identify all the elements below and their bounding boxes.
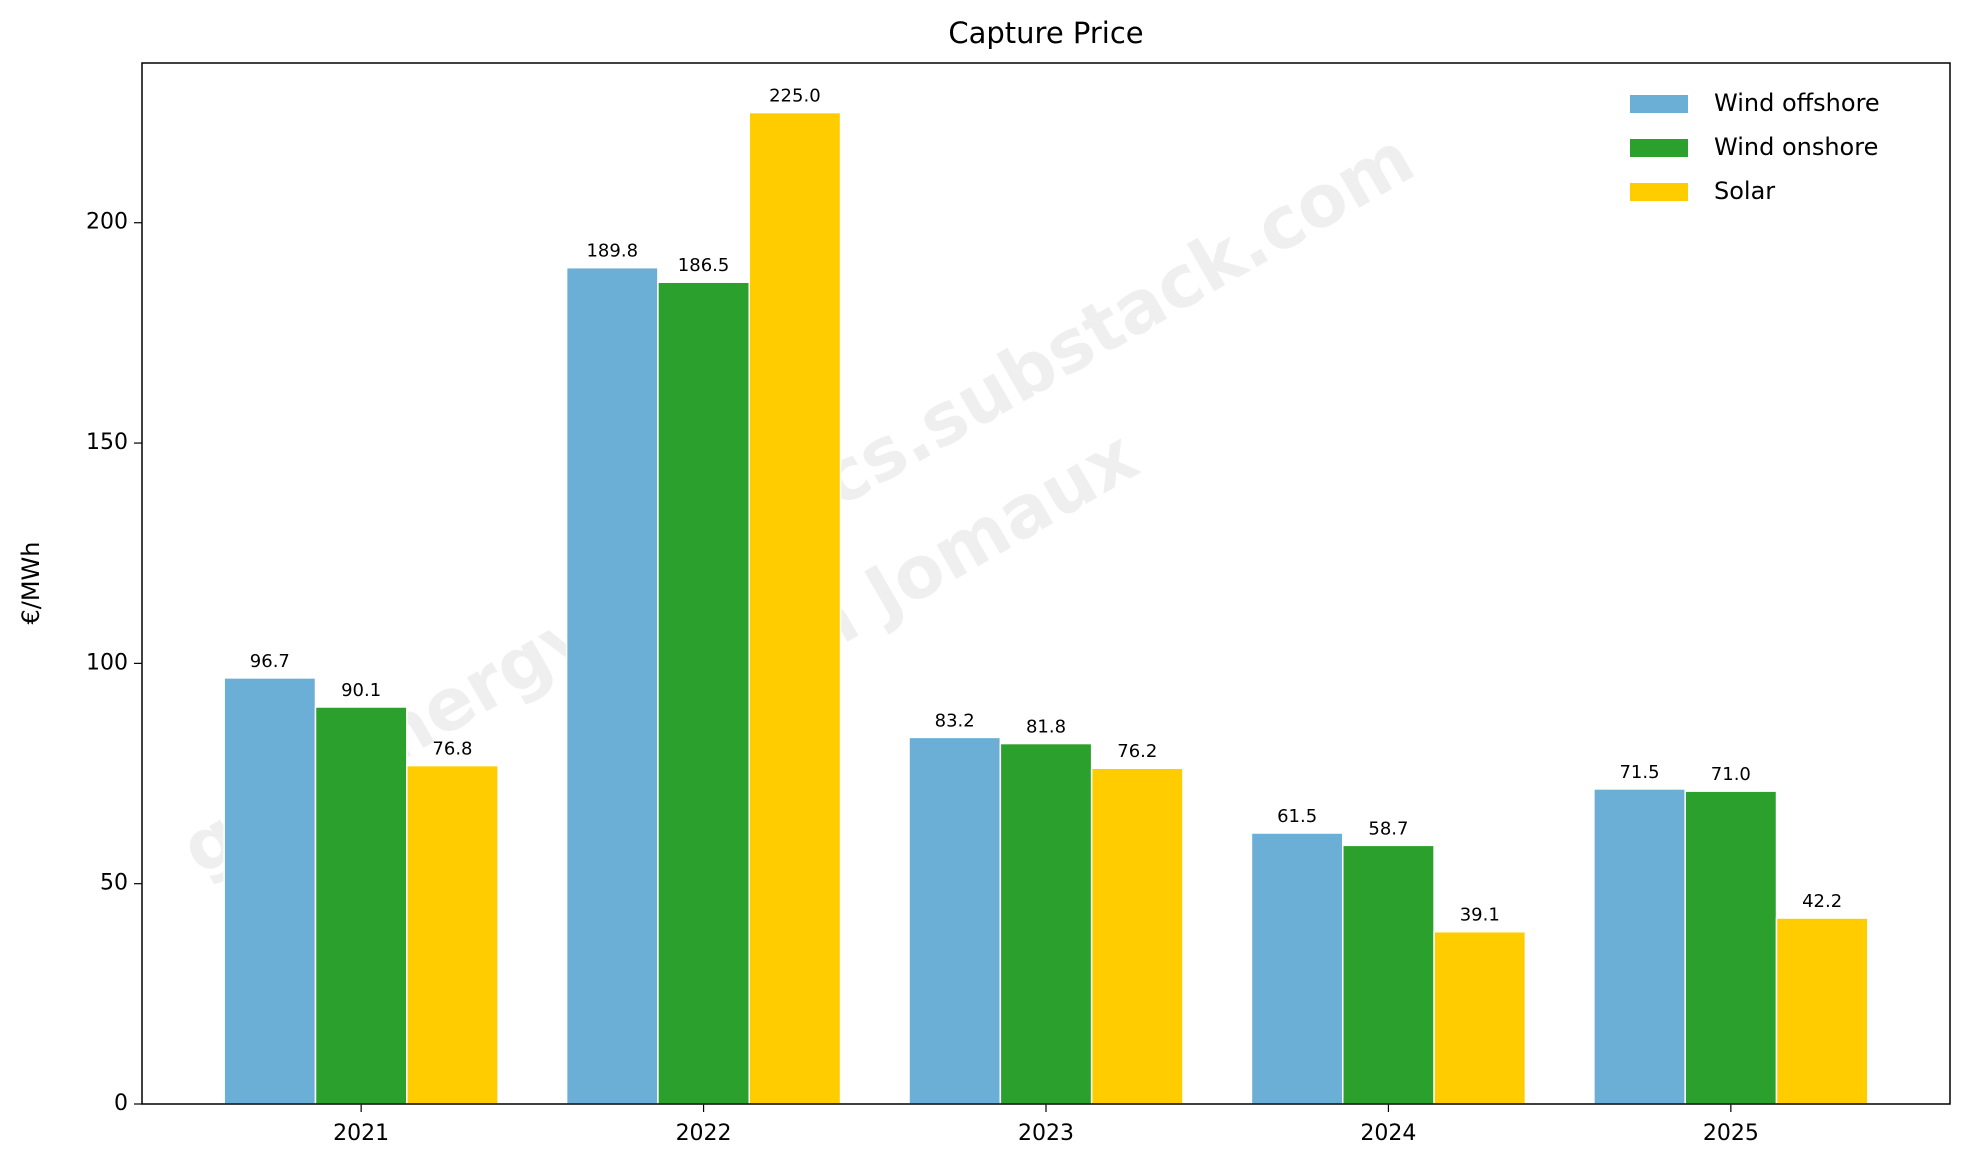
bar	[748, 111, 842, 1105]
legend-label: Wind onshore	[1714, 133, 1878, 161]
legend-swatch	[1630, 183, 1688, 201]
legend-swatch	[1630, 139, 1688, 157]
bar	[1433, 930, 1527, 1105]
chart-title: Capture Price	[948, 16, 1143, 50]
bar	[223, 677, 317, 1105]
value-label: 76.8	[432, 739, 472, 760]
y-tick-label: 50	[100, 871, 128, 896]
plot-frame	[141, 62, 1951, 1105]
value-label: 225.0	[769, 86, 821, 107]
value-label: 96.7	[250, 651, 290, 672]
bar	[406, 764, 499, 1105]
bar	[908, 736, 1002, 1105]
y-tick-label: 100	[86, 650, 128, 675]
x-tick-label: 2022	[676, 1121, 732, 1146]
x-tick-label: 2023	[1018, 1121, 1074, 1146]
value-label: 39.1	[1460, 905, 1500, 926]
legend-swatch	[1630, 95, 1688, 113]
value-label: 186.5	[678, 255, 730, 276]
bar	[314, 706, 408, 1105]
value-label: 81.8	[1026, 717, 1066, 738]
value-label: 71.0	[1711, 764, 1751, 785]
y-tick-label: 200	[86, 210, 128, 235]
legend-label: Solar	[1714, 177, 1775, 205]
x-tick-label: 2025	[1703, 1121, 1759, 1146]
bar	[657, 281, 750, 1105]
value-label: 189.8	[586, 241, 638, 262]
x-tick-label: 2021	[333, 1121, 389, 1146]
value-label: 61.5	[1277, 806, 1317, 827]
value-label: 76.2	[1117, 741, 1157, 762]
bar	[999, 742, 1093, 1105]
legend-label: Wind offshore	[1714, 89, 1880, 117]
y-tick-label: 150	[86, 430, 128, 455]
bar	[1775, 917, 1869, 1105]
value-label: 71.5	[1619, 762, 1659, 783]
value-label: 90.1	[341, 680, 381, 701]
bar	[1593, 788, 1686, 1105]
bar	[565, 266, 659, 1105]
bar	[1090, 767, 1184, 1105]
bar	[1684, 790, 1778, 1105]
value-label: 42.2	[1802, 891, 1842, 912]
x-tick-label: 2024	[1360, 1121, 1416, 1146]
value-label: 83.2	[935, 710, 975, 731]
bar	[1342, 844, 1435, 1105]
y-tick-label: 0	[114, 1091, 128, 1116]
y-axis-label: €/MWh	[17, 541, 45, 624]
value-label: 58.7	[1368, 818, 1408, 839]
bar	[1250, 832, 1344, 1105]
